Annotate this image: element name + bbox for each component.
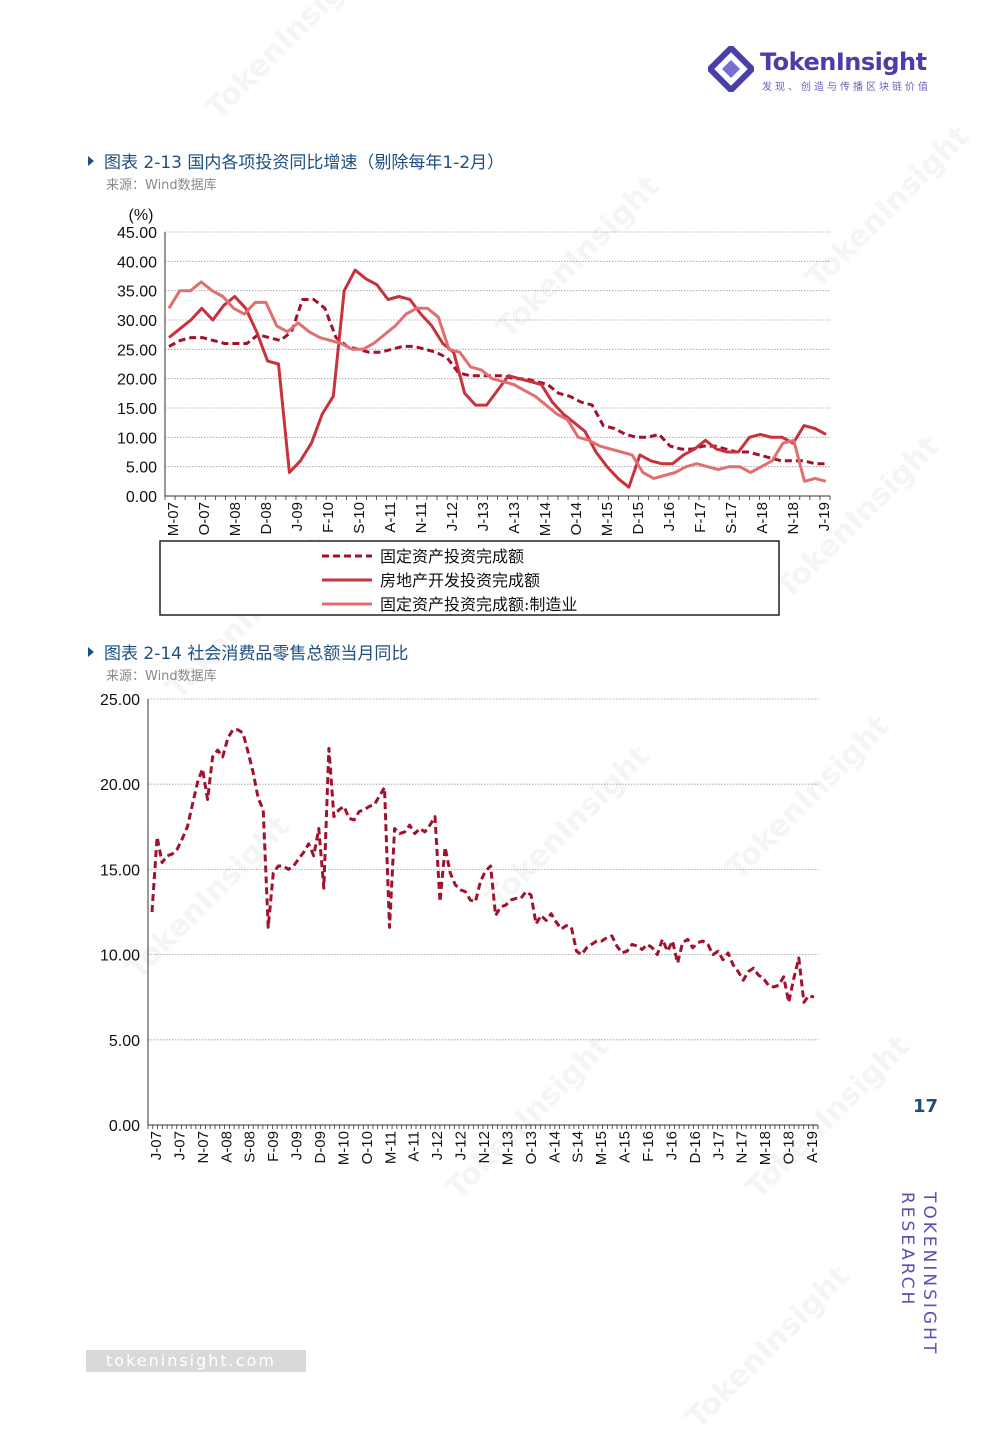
x-tick-label: F-16 <box>640 1131 657 1162</box>
y-tick-label: 20.00 <box>100 777 140 794</box>
x-tick-label: D-09 <box>312 1131 329 1164</box>
retail-sales-growth-chart: 25.00 20.00 15.00 10.00 5.00 0.00 J-07 J-07 N-07… <box>100 692 821 1165</box>
series-line-3 <box>167 280 827 483</box>
y-axis-label: (%) <box>129 207 154 224</box>
x-tick-label: S-14 <box>570 1131 587 1163</box>
y-tick-label: 10.00 <box>100 948 140 965</box>
x-tick-label: A-19 <box>804 1131 821 1163</box>
y-tick-label: 15.00 <box>100 862 140 879</box>
x-tick-label: M-13 <box>499 1131 516 1165</box>
side-brand-line-2: RESEARCH <box>897 1192 917 1308</box>
side-brand-line-1: TOKENINSIGHT <box>919 1192 939 1357</box>
brand-name: TokenInsight <box>760 48 927 76</box>
x-tick-label: A-15 <box>617 1131 634 1163</box>
x-tick-label: N-07 <box>195 1131 212 1164</box>
x-tick-label: D-16 <box>687 1131 704 1164</box>
x-tick-label: M-11 <box>382 1131 399 1164</box>
y-tick-label: 5.00 <box>126 460 157 477</box>
y-tick-label: 10.00 <box>117 430 157 447</box>
legend-label-2: 房地产开发投资完成额 <box>380 571 540 590</box>
x-tick-label: N-18 <box>785 502 802 535</box>
y-tick-label: 5.00 <box>109 1033 140 1050</box>
x-tick-label: M-10 <box>335 1131 352 1165</box>
x-tick-label: J-12 <box>429 1131 446 1160</box>
x-tick-label: M-08 <box>227 502 244 536</box>
x-tick-label: F-17 <box>692 502 709 533</box>
x-tick-label: M-14 <box>537 502 554 536</box>
y-tick-label: 0.00 <box>109 1118 140 1135</box>
x-tick-label: M-18 <box>757 1131 774 1165</box>
figure-1-title: 图表 2-13 国内各项投资同比增速（剔除每年1-2月） <box>88 148 504 173</box>
figure-1-source: 来源：Wind数据库 <box>106 178 217 193</box>
token-insight-logo-icon <box>708 46 754 92</box>
x-tick-label: F-09 <box>265 1131 282 1162</box>
x-tick-label: J-12 <box>444 502 461 531</box>
figure-2-title: 图表 2-14 社会消费品零售总额当月同比 <box>88 639 408 664</box>
x-tick-label: S-17 <box>723 502 740 534</box>
x-tick-label: J-16 <box>661 502 678 531</box>
y-tick-label: 20.00 <box>117 372 157 389</box>
x-tick-label: A-11 <box>382 502 399 533</box>
x-tick-label: J-09 <box>289 1131 306 1160</box>
x-tick-label: J-12 <box>453 1131 470 1160</box>
x-tick-label: A-18 <box>754 502 771 534</box>
x-tick-label: N-12 <box>476 1131 493 1164</box>
figure-1-title-text: 图表 2-13 国内各项投资同比增速（剔除每年1-2月） <box>104 153 505 173</box>
brand-tagline: 发现、创造与传播区块链价值 <box>762 82 931 93</box>
bullet-triangle-icon <box>88 647 94 657</box>
bullet-triangle-icon <box>88 156 94 166</box>
y-tick-label: 25.00 <box>117 342 157 359</box>
x-tick-label: M-15 <box>599 502 616 536</box>
x-tick-label: O-13 <box>523 1131 540 1164</box>
x-tick-label: M-15 <box>593 1131 610 1165</box>
x-tick-label: J-13 <box>475 502 492 531</box>
x-tick-label: N-11 <box>413 502 430 533</box>
x-tick-label: J-19 <box>816 502 833 531</box>
y-tick-label: 15.00 <box>117 401 157 418</box>
x-tick-label: F-10 <box>320 502 337 533</box>
x-tick-label: O-07 <box>196 502 213 535</box>
x-tick-label: D-08 <box>258 502 275 535</box>
x-tick-label: J-09 <box>289 502 306 531</box>
legend-box <box>159 540 780 616</box>
x-tick-label: S-10 <box>351 502 368 534</box>
series-line-2 <box>168 268 827 489</box>
x-tick-label: A-14 <box>546 1131 563 1163</box>
x-tick-label: J-16 <box>663 1131 680 1160</box>
y-tick-label: 30.00 <box>117 313 157 330</box>
investment-growth-chart: 45.00 40.00 35.00 30.00 25.00 20.00 15.00 10.00… <box>117 207 833 616</box>
x-tick-label: N-17 <box>734 1131 751 1164</box>
y-tick-label: 0.00 <box>126 489 157 506</box>
brand-logo: TokenInsight 发现、创造与传播区块链价值 <box>708 44 948 94</box>
watermark-text: TokenInsight <box>679 1258 857 1436</box>
legend-label-1: 固定资产投资完成额 <box>380 547 524 566</box>
x-tick-label: O-10 <box>359 1131 376 1164</box>
y-tick-label: 25.00 <box>100 692 140 709</box>
page-number: 17 <box>913 1096 939 1117</box>
figure-2-source: 来源：Wind数据库 <box>106 669 217 684</box>
x-tick-label: J-07 <box>171 1131 188 1160</box>
y-tick-label: 35.00 <box>117 284 157 301</box>
legend-label-3: 固定资产投资完成额:制造业 <box>380 595 577 614</box>
figure-2-title-text: 图表 2-14 社会消费品零售总额当月同比 <box>104 644 409 664</box>
series-line-1 <box>150 728 815 1004</box>
x-tick-label: O-14 <box>568 502 585 535</box>
x-tick-label: S-08 <box>242 1131 259 1163</box>
x-tick-label: A-08 <box>218 1131 235 1163</box>
series-line-1 <box>168 298 826 466</box>
x-tick-label: J-17 <box>710 1131 727 1160</box>
website-link[interactable]: tokeninsight.com <box>86 1350 306 1372</box>
x-tick-label: M-07 <box>165 502 182 536</box>
x-tick-label: O-18 <box>781 1131 798 1164</box>
x-tick-label: A-13 <box>506 502 523 534</box>
side-brand-text: TOKENINSIGHT RESEARCH <box>896 1192 940 1362</box>
x-tick-label: J-07 <box>148 1131 165 1160</box>
y-tick-label: 40.00 <box>117 254 157 271</box>
x-tick-label: A-11 <box>406 1131 423 1162</box>
y-tick-label: 45.00 <box>117 225 157 242</box>
x-tick-label: D-15 <box>630 502 647 535</box>
